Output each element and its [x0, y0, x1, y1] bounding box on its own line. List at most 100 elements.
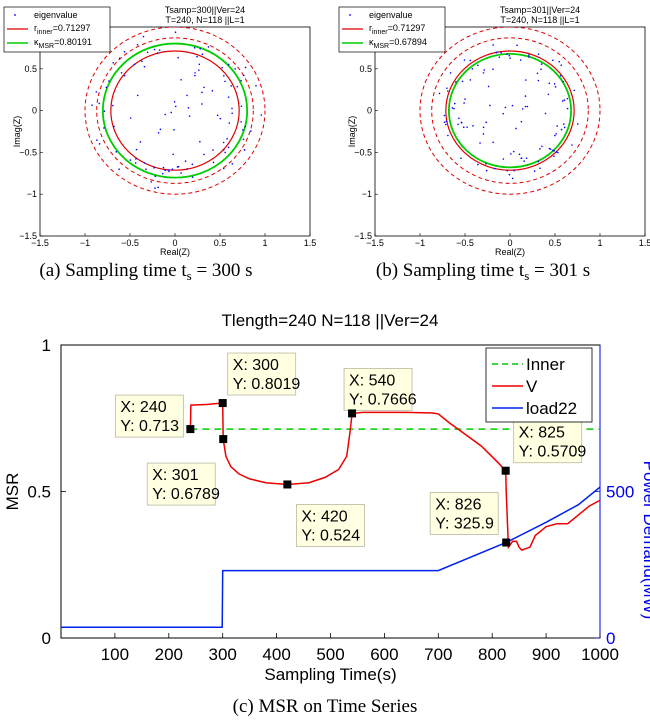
eigenvalue-point: [120, 71, 123, 74]
eigenvalue-point: [199, 47, 202, 50]
y-tick-label: 1: [42, 336, 51, 355]
eigenvalue-point: [184, 160, 187, 162]
datatip-x: X: 240: [120, 399, 166, 416]
eigenvalue-point: [562, 80, 565, 83]
eigenvalue-point: [563, 126, 566, 129]
eigenvalue-point: [563, 99, 566, 101]
eigenvalue-point: [539, 167, 541, 170]
y-tick-label: 0: [367, 106, 372, 116]
plot-title: Tsamp=301||Ver=24: [500, 5, 580, 15]
eigenvalue-point: [576, 123, 579, 125]
eigenvalue-point: [483, 69, 486, 71]
eigenvalue-point: [485, 121, 487, 124]
eigenvalue-point: [234, 68, 236, 70]
y-tick-label: −1: [27, 189, 37, 199]
eigenvalue-point: [159, 128, 162, 131]
eigenvalue-point: [553, 83, 556, 85]
x-tick-label: 1: [262, 238, 267, 248]
caption-c: (c) MSR on Time Series: [233, 696, 418, 717]
eigenvalue-point: [201, 103, 203, 105]
eigenvalue-point: [495, 51, 498, 53]
eigenvalue-point: [211, 90, 214, 92]
datatip-y: Y: 0.713: [120, 418, 179, 435]
x-tick-label: −0.5: [121, 238, 139, 248]
eigenvalue-point: [154, 187, 156, 189]
eigenvalue-point: [455, 81, 457, 83]
x-tick-label: 0.5: [214, 238, 227, 248]
eigenvalue-point: [552, 149, 554, 152]
eigenvalue-point: [453, 102, 456, 105]
eigenvalue-point: [174, 105, 177, 108]
eigenvalue-point: [460, 122, 463, 124]
legend-label-msr: κMSR=0.80191: [34, 37, 92, 50]
eigenvalue-point: [541, 145, 543, 148]
eigenvalue-point: [157, 186, 159, 189]
eigenvalue-point: [536, 72, 539, 75]
legend-label-eigen: eigenvalue: [369, 10, 413, 20]
x-axis-label: Real(Z): [160, 247, 190, 257]
eigenvalue-point: [105, 86, 108, 89]
eigenvalue-point: [242, 138, 245, 141]
x-tick-label: 200: [155, 645, 183, 664]
eigenvalue-point: [528, 56, 530, 58]
datatip-box: [295, 504, 365, 547]
plot-area: [84, 27, 266, 195]
eigenvalue-point: [463, 59, 466, 61]
eigenvalue-point: [227, 63, 230, 66]
x-tick-label: 300: [209, 645, 237, 664]
eigenvalue-point: [212, 161, 215, 164]
eigenvalue-point: [518, 153, 521, 156]
datatip: X: 826 Y: 325.9: [429, 492, 511, 547]
eigenvalue-point: [493, 167, 496, 170]
datatip-marker: [218, 399, 227, 408]
x-tick-label: 400: [262, 645, 290, 664]
eigenvalue-point: [118, 57, 121, 60]
eigenvalue-point: [188, 115, 191, 117]
eigenvalue-point: [198, 63, 201, 66]
eigenvalue-point: [112, 62, 115, 64]
eigenvalue-point: [95, 91, 98, 93]
eigenvalue-point: [180, 79, 182, 81]
eigenvalue-point: [573, 89, 576, 92]
eigenvalue-point: [112, 104, 114, 107]
eigenvalue-point: [96, 139, 98, 141]
eigenvalue-point: [115, 151, 118, 153]
eigenvalue-point: [457, 123, 459, 126]
eigenvalue-point: [516, 44, 518, 47]
y-tick-label: −1.5: [354, 231, 372, 241]
eigenvalue-point: [145, 168, 147, 171]
y-axis-label: Imag(Z): [12, 116, 22, 148]
eigenvalue-point: [461, 80, 464, 83]
eigenvalue-point: [537, 53, 540, 55]
eigenvalue-point: [506, 169, 509, 172]
eigenvalue-point: [191, 176, 194, 178]
eigenvalue-point: [556, 125, 558, 127]
eigenvalue-point: [212, 149, 214, 151]
y-tick-label: −1.5: [19, 231, 37, 241]
datatip-y: Y: 325.9: [435, 516, 494, 533]
eigenvalue-point: [462, 126, 465, 129]
eigenvalue-point: [193, 46, 196, 49]
eigenvalue-point: [154, 175, 157, 177]
series-line-load22: [61, 486, 600, 628]
eigenvalue-point: [502, 112, 505, 115]
x-tick-label: 0: [172, 238, 177, 248]
eigenvalue-point: [240, 105, 243, 107]
eigenvalue-point: [519, 59, 522, 61]
eigenvalue-point: [129, 117, 132, 119]
eigenvalue-point: [472, 125, 474, 127]
datatip-marker: [283, 480, 292, 489]
eigenvalue-point: [443, 121, 446, 124]
eigenvalue-point: [563, 123, 565, 125]
x-tick-label: 800: [478, 645, 506, 664]
outer-circle: [84, 27, 266, 195]
eigenvalue-point: [540, 63, 543, 65]
eigenvalue-point: [139, 141, 142, 143]
eigenvalue-point: [528, 54, 530, 56]
eigenvalue-point: [228, 122, 231, 124]
y-axis-label: MSR: [3, 473, 22, 511]
x-axis-label: Sampling Time(s): [264, 665, 396, 684]
eigenvalue-point: [508, 54, 511, 57]
datatip-y: Y: 0.6789: [152, 486, 220, 503]
eigenvalue-point: [447, 134, 449, 137]
